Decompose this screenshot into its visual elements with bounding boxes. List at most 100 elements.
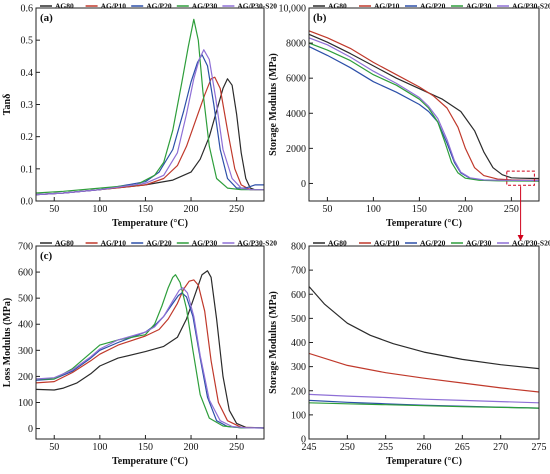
y-tick-label: 500 [18, 294, 33, 305]
x-axis-title: Temperature (°C) [386, 218, 462, 229]
legend-label: AG/P20 [420, 2, 446, 11]
series-line-ag-p30-s20 [309, 393, 539, 404]
y-tick-label: 0.2 [21, 132, 34, 143]
series-line-ag-p20 [309, 46, 539, 182]
x-tick-label: 255 [378, 442, 393, 453]
x-tick-label: 270 [493, 442, 508, 453]
series-line-ag-p30 [309, 402, 539, 409]
series-line-ag-p30 [36, 274, 264, 429]
y-tick-label: 0.4 [21, 68, 34, 79]
x-tick-label: 245 [302, 442, 317, 453]
legend-label: AG/P20 [146, 2, 172, 11]
x-axis-title: Temperature (°C) [386, 456, 462, 467]
x-tick-label: 100 [92, 204, 107, 215]
y-tick-label: 2000 [286, 144, 306, 155]
y-tick-label: 6000 [286, 74, 306, 85]
zoom-box [506, 170, 535, 186]
series-line-ag-p10 [36, 76, 264, 196]
series-line-ag-p30-s20 [309, 37, 539, 182]
series-group [309, 30, 539, 182]
legend-label: AG/P10 [374, 239, 400, 248]
series-line-ag-p10 [309, 30, 539, 181]
legend: AG80 AG/P10 AG/P20 AG/P30 AG/P30-S20 [40, 2, 277, 11]
x-tick-label: 250 [229, 204, 244, 215]
y-tick-label: 400 [291, 338, 306, 349]
y-axis-title: Loss Modulus (MPa) [2, 298, 13, 387]
x-axis-title: Temperature (°C) [112, 456, 188, 467]
y-tick-label: 0 [301, 435, 306, 446]
series-line-ag-p30 [36, 18, 264, 194]
y-tick-label: 0 [28, 424, 33, 435]
x-axis-title: Temperature (°C) [112, 218, 188, 229]
x-tick-label: 250 [504, 204, 519, 215]
legend: AG80 AG/P10 AG/P20 AG/P30 AG/P30-S20 [313, 2, 550, 11]
x-tick-label: 150 [412, 204, 427, 215]
y-tick-label: 0 [301, 179, 306, 190]
series-line-ag-p30-s20 [36, 287, 264, 429]
legend: AG80 AG/P10 AG/P20 AG/P30 AG/P30-S20 [40, 239, 277, 248]
series-line-ag-p20 [36, 53, 264, 196]
series-group [36, 18, 264, 196]
legend-label: AG/P10 [101, 2, 127, 11]
y-tick-label: 0.6 [21, 4, 34, 15]
series-line-ag80 [36, 270, 264, 429]
x-tick-label: 100 [366, 204, 381, 215]
y-tick-label: 4000 [286, 109, 306, 120]
chart-panel-b: 50 100 150 200 250 0 2000 4000 6000 8000 10,000 Tem… [268, 2, 550, 230]
x-tick-label: 275 [532, 442, 547, 453]
legend: AG80 AG/P10 AG/P20 AG/P30 AG/P30-S20 [313, 239, 550, 248]
y-axis-title: Tanδ [2, 94, 13, 116]
x-tick-label: 200 [184, 442, 199, 453]
series-line-ag-p10 [309, 352, 539, 393]
y-tick-label: 8000 [286, 39, 306, 50]
y-tick-label: 300 [18, 346, 33, 357]
y-tick-label: 300 [291, 362, 306, 373]
y-tick-label: 800 [291, 242, 306, 253]
chart-panel-a: 50 100 150 200 250 0.0 0.1 0.2 0.3 0.4 0.5 0.6 Tempe… [2, 2, 277, 230]
x-tick-label: 260 [417, 442, 432, 453]
y-axis-title: Storage Modulus (MPa) [268, 291, 279, 394]
legend-label: AG/P10 [374, 2, 400, 11]
y-tick-label: 0.1 [21, 164, 34, 175]
x-tick-label: 250 [340, 442, 355, 453]
series-group [36, 270, 264, 429]
series-group [309, 286, 539, 409]
legend-label: AG/P30 [466, 2, 492, 11]
plot-frame [308, 7, 540, 202]
panel-label: (a) [40, 12, 53, 24]
y-tick-label: 700 [291, 266, 306, 277]
legend-label: AG/P20 [420, 239, 446, 248]
x-tick-label: 50 [49, 442, 59, 453]
series-line-ag80 [309, 33, 539, 180]
x-tick-label: 200 [184, 204, 199, 215]
x-tick-label: 250 [229, 442, 244, 453]
series-line-ag-p20 [36, 292, 264, 429]
y-tick-label: 700 [18, 242, 33, 253]
series-line-ag80 [309, 286, 539, 370]
legend-label: AG/P20 [146, 239, 172, 248]
legend-label: AG80 [328, 2, 347, 11]
legend-label: AG/P10 [101, 239, 127, 248]
chart-panel-c: 50 100 150 200 250 0 100 200 300 400 500 600 700 Temp… [2, 239, 277, 468]
legend-label: AG/P30 [466, 239, 492, 248]
y-tick-label: 10,000 [279, 4, 307, 15]
x-tick-label: 100 [92, 442, 107, 453]
legend-label: AG80 [328, 239, 347, 248]
plot-frame [308, 245, 540, 440]
y-tick-label: 600 [291, 290, 306, 301]
chart-panel-d: 245 250 255 260 265 270 275 0 100 200 300 400 500 600… [268, 239, 550, 468]
y-axis-title: Storage Modulus (MPa) [268, 53, 279, 156]
x-tick-label: 50 [49, 204, 59, 215]
series-line-ag-p30-s20 [36, 49, 264, 196]
legend-label: AG/P30 [192, 2, 218, 11]
legend-label: AG/P30-S20 [237, 2, 277, 11]
series-line-ag-p10 [36, 279, 264, 429]
legend-label: AG/P30-S20 [512, 2, 550, 11]
y-tick-label: 200 [291, 386, 306, 397]
y-tick-label: 0.3 [21, 100, 34, 111]
plot-frame [35, 245, 265, 440]
x-tick-label: 265 [455, 442, 470, 453]
x-tick-label: 150 [138, 204, 153, 215]
y-tick-label: 100 [18, 398, 33, 409]
